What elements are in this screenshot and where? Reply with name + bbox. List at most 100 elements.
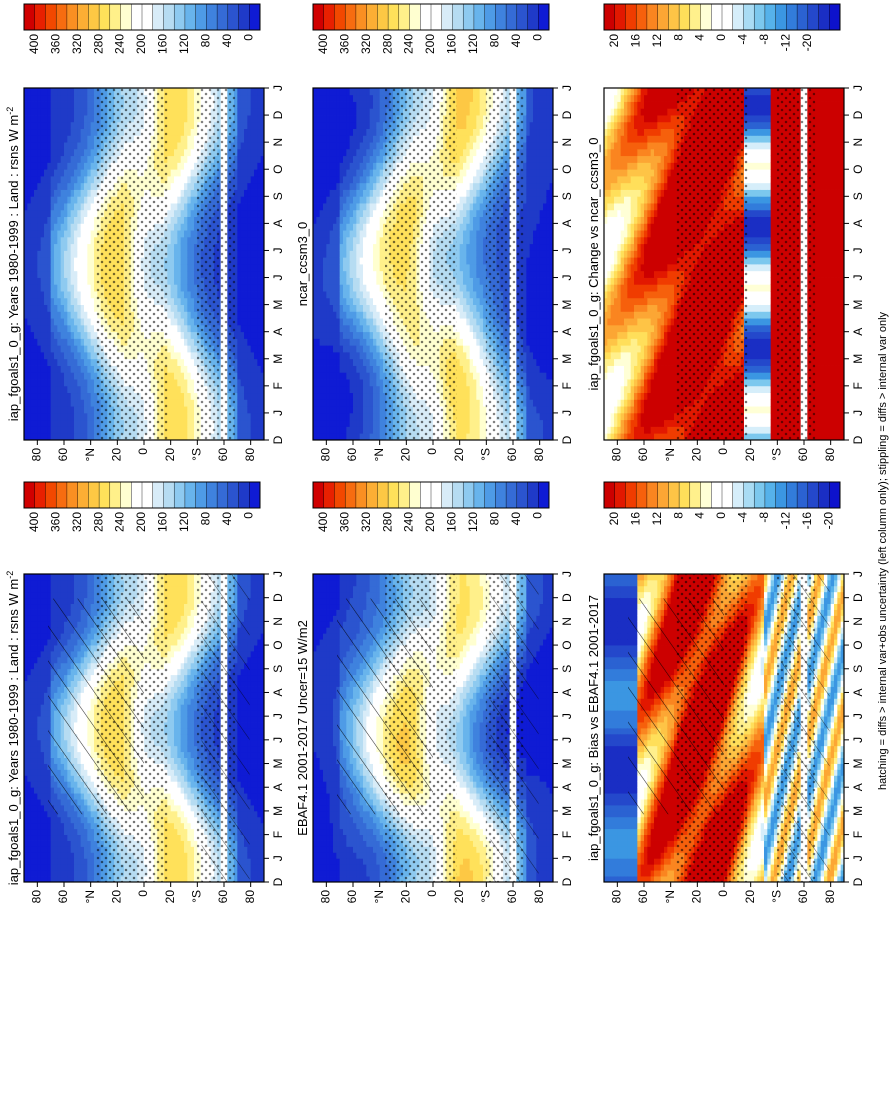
cell <box>40 662 45 670</box>
cell <box>257 651 262 658</box>
cell <box>30 365 35 373</box>
cell <box>74 311 78 319</box>
cell <box>44 692 48 699</box>
cell <box>74 196 78 204</box>
cell <box>257 810 262 818</box>
cell <box>40 585 45 593</box>
cell <box>27 852 32 859</box>
cell <box>177 597 182 605</box>
cell <box>30 834 35 841</box>
cell <box>254 627 258 634</box>
month-label: F <box>271 831 285 838</box>
cell <box>257 680 262 687</box>
cell <box>40 433 45 441</box>
cell <box>57 142 62 150</box>
cell <box>70 209 75 218</box>
cell <box>167 651 172 658</box>
cell <box>257 870 262 877</box>
cell <box>80 585 85 593</box>
cell <box>180 722 185 729</box>
cell <box>47 121 52 130</box>
cell <box>254 763 258 770</box>
cell <box>37 257 42 265</box>
cell <box>90 230 95 238</box>
cell <box>84 834 88 841</box>
cell <box>77 277 82 285</box>
cell <box>74 88 78 96</box>
cell <box>84 101 88 109</box>
cell <box>90 352 95 360</box>
cell <box>77 426 82 434</box>
cell <box>184 745 188 753</box>
cell <box>77 585 82 593</box>
cell <box>77 169 82 177</box>
cell <box>60 311 65 319</box>
cell <box>50 142 55 150</box>
cell <box>254 662 258 670</box>
cell <box>174 662 178 670</box>
cell <box>190 615 195 622</box>
cell <box>194 651 198 658</box>
cell <box>30 406 35 414</box>
cell <box>177 651 182 658</box>
cell <box>67 858 72 865</box>
cell <box>60 358 65 366</box>
cell <box>47 385 52 394</box>
cell <box>44 870 48 877</box>
cell <box>24 787 28 794</box>
cell <box>44 757 48 764</box>
cell <box>90 128 95 136</box>
cell <box>34 311 38 319</box>
cell <box>184 591 188 599</box>
cell <box>170 603 175 610</box>
cell <box>60 864 65 871</box>
cell <box>37 680 42 687</box>
cell <box>167 716 172 723</box>
cell <box>57 876 62 883</box>
cell <box>194 710 198 717</box>
cell <box>57 297 62 306</box>
cell <box>90 365 95 373</box>
cell <box>57 230 62 238</box>
cell <box>54 324 58 333</box>
cell <box>70 101 75 109</box>
cell <box>24 840 28 847</box>
cell <box>44 769 48 776</box>
cell <box>57 318 62 326</box>
cell <box>30 645 35 652</box>
cell <box>170 799 175 806</box>
cell <box>187 615 192 622</box>
cell <box>57 372 62 380</box>
cell <box>74 277 78 285</box>
cell <box>30 615 35 622</box>
cell <box>34 203 38 211</box>
cell <box>250 574 255 581</box>
cell <box>47 209 52 218</box>
cell <box>187 787 192 794</box>
cell <box>180 805 185 812</box>
cell <box>177 686 182 693</box>
cell <box>250 621 255 628</box>
cell <box>174 603 178 610</box>
cell <box>254 852 258 859</box>
cell <box>254 668 258 676</box>
cell <box>67 579 72 587</box>
cell <box>34 597 38 605</box>
cell <box>30 716 35 723</box>
cell <box>24 651 28 658</box>
cell <box>80 852 85 859</box>
cell <box>80 840 85 847</box>
cell <box>84 345 88 353</box>
lat-label: 20 <box>163 890 177 904</box>
cell <box>34 101 38 109</box>
cell <box>167 816 172 824</box>
cell <box>34 324 38 333</box>
cell <box>40 324 45 333</box>
cell <box>77 816 82 824</box>
cell <box>184 615 188 622</box>
cell <box>27 108 32 116</box>
cell <box>30 822 35 830</box>
cell <box>50 846 55 853</box>
cell <box>257 846 262 853</box>
cell <box>70 230 75 238</box>
